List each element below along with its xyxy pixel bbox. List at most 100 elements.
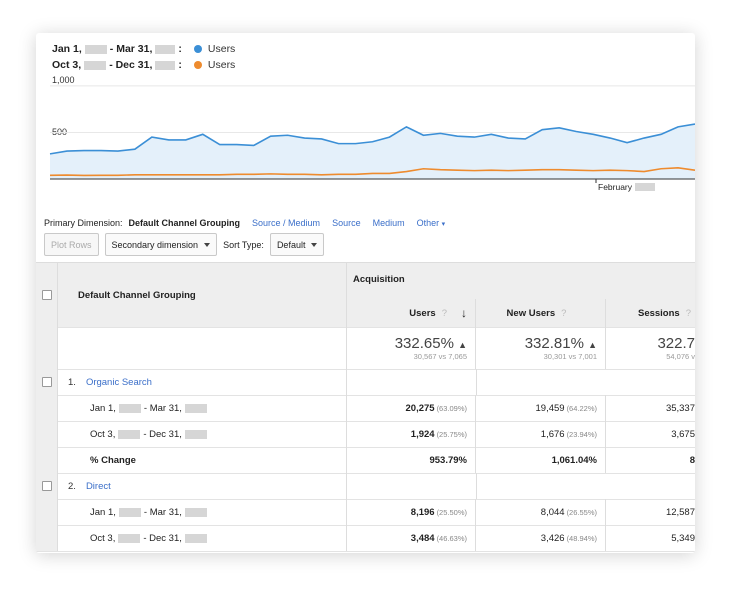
total-sessions: 322.7 54,076 v — [606, 327, 695, 369]
chevron-down-icon: ▾ — [441, 221, 446, 228]
dimension-column-header[interactable]: Default Channel Grouping — [58, 263, 347, 327]
primary-dimension-bar: Primary Dimension: Default Channel Group… — [44, 218, 457, 228]
row-index: 1. — [68, 376, 76, 388]
x-tick-label: February — [598, 182, 633, 192]
cell-percent: (63.09%) — [436, 403, 467, 413]
change-sessions: 8 — [689, 454, 695, 466]
total-sub: 54,076 v — [666, 352, 695, 361]
change-row: % Change 953.79% 1,061.04% 8 — [36, 447, 695, 474]
row-checkbox[interactable] — [41, 377, 52, 387]
group-spacer — [476, 369, 477, 395]
cell-percent: (48.94%) — [566, 533, 597, 543]
redacted-year — [184, 403, 207, 413]
channel-link-organic-search[interactable]: Organic Search — [85, 376, 152, 388]
cell-new-users: 8,044 (26.55%) — [476, 499, 606, 525]
table-row: Jan 1, - Mar 31, 8,196 (25.50%) 8,044 (26.5… — [36, 499, 695, 526]
column-header-new-users[interactable]: New Users? — [476, 299, 606, 327]
redacted-year — [184, 429, 207, 439]
totals-row: 332.65% ▲ 30,567 vs 7,065 332.81% ▲ 30,3… — [36, 327, 695, 370]
chart-legend: Jan 1, - Mar 31,: Users Oct 3, - Dec 31,: … — [52, 41, 235, 73]
redacted-year — [118, 533, 141, 543]
sort-type-dropdown[interactable]: Default — [269, 233, 325, 256]
help-icon[interactable]: ? — [561, 307, 567, 319]
series-dot-blue — [193, 45, 202, 53]
y-tick-label: 1,000 — [52, 75, 75, 85]
column-header-sessions[interactable]: Sessions? — [606, 299, 695, 327]
column-header-users[interactable]: Users? ↓ — [347, 299, 476, 327]
analytics-report-card: Jan 1, - Mar 31,: Users Oct 3, - Dec 31,: … — [36, 33, 695, 553]
redacted-year — [635, 183, 656, 191]
row-check-cell — [36, 525, 58, 551]
legend-to: - Dec 31, — [109, 59, 153, 71]
cell-new-users: 3,426 (48.94%) — [476, 525, 606, 551]
cell-users: 8,196 (25.50%) — [347, 499, 476, 525]
total-value: 332.65% — [394, 335, 454, 352]
date-range-label: Oct 3, - Dec 31, — [58, 421, 347, 447]
series-area — [50, 124, 695, 179]
range-from: Jan 1, — [90, 506, 116, 518]
cell-percent: (23.94%) — [566, 429, 597, 439]
row-checkbox[interactable] — [41, 481, 52, 491]
group-label-cell: 2. Direct — [58, 473, 347, 499]
series-line-1 — [49, 167, 695, 177]
primary-dimension-label: Primary Dimension: — [44, 218, 123, 228]
series-dot-orange — [193, 61, 202, 69]
cell-sessions: 3,675 — [671, 428, 695, 440]
date-range-label: Jan 1, - Mar 31, — [58, 499, 347, 525]
dimension-default-channel-grouping[interactable]: Default Channel Grouping — [128, 218, 241, 228]
group-row-direct[interactable]: 2. Direct — [36, 473, 695, 500]
range-from: Oct 3, — [90, 532, 116, 544]
legend-colon: : — [178, 43, 182, 55]
table-toolbar: Plot Rows Secondary dimension Sort Type:… — [44, 233, 325, 256]
sort-desc-arrow-icon: ↓ — [461, 306, 467, 320]
dimension-medium[interactable]: Medium — [372, 218, 405, 228]
plot-rows-button[interactable]: Plot Rows — [44, 233, 99, 256]
group-spacer — [476, 473, 477, 499]
date-range-label: Jan 1, - Mar 31, — [58, 395, 347, 421]
channel-link-direct[interactable]: Direct — [85, 480, 111, 492]
total-sub: 30,301 vs 7,001 — [543, 352, 597, 361]
cell-users: 20,275 (63.09%) — [347, 395, 476, 421]
cell-percent: (64.22%) — [566, 403, 597, 413]
cell-percent: (26.55%) — [566, 507, 597, 517]
acquisition-label: Acquisition — [353, 274, 405, 285]
group-row-organic-search[interactable]: 1. Organic Search — [36, 369, 695, 396]
select-all-checkbox[interactable] — [41, 290, 52, 300]
cell-value: 8,044 — [540, 506, 565, 518]
row-check-cell — [36, 447, 58, 473]
legend-from: Oct 3, — [52, 59, 82, 71]
table-row: Oct 3, - Dec 31, 1,924 (25.75%) 1,676 (23.9… — [36, 421, 695, 448]
totals-check-cell — [36, 327, 58, 369]
cell-sessions: 5,349 — [671, 532, 695, 544]
dimension-other-label: Other — [416, 218, 440, 228]
total-new-users: 332.81% ▲ 30,301 vs 7,001 — [476, 327, 606, 369]
range-from: Jan 1, — [90, 402, 116, 414]
cell-users: 3,484 (46.63%) — [347, 525, 476, 551]
row-check-cell — [36, 395, 58, 421]
line-chart[interactable]: 1,000 500 February — [36, 73, 695, 233]
redacted-year — [118, 403, 141, 413]
cell-value: 1,676 — [540, 428, 565, 440]
dimension-other[interactable]: Other ▾ — [417, 218, 446, 228]
new-users-header-label: New Users — [506, 307, 556, 319]
total-users: 332.65% ▲ 30,567 vs 7,065 — [347, 327, 476, 369]
redacted-year — [184, 507, 207, 517]
secondary-dimension-dropdown[interactable]: Secondary dimension — [104, 233, 218, 256]
table-row: Jan 1, - Mar 31, 20,275 (63.09%) 19,459 (64… — [36, 395, 695, 422]
range-to: - Mar 31, — [143, 402, 182, 414]
dimension-source[interactable]: Source — [332, 218, 361, 228]
secondary-dimension-label: Secondary dimension — [111, 239, 199, 250]
table-row: Oct 3, - Dec 31, 3,484 (46.63%) 3,426 (48.9… — [36, 525, 695, 552]
cell-new-users: 1,676 (23.94%) — [476, 421, 606, 447]
legend-row-previous: Oct 3, - Dec 31,: Users — [52, 57, 235, 73]
help-icon[interactable]: ? — [441, 307, 447, 319]
series-line-0 — [49, 123, 695, 155]
total-value: 322.7 — [657, 335, 695, 352]
up-arrow-icon: ▲ — [588, 340, 597, 350]
help-icon[interactable]: ? — [685, 307, 691, 319]
dimension-source-medium[interactable]: Source / Medium — [252, 218, 321, 228]
redacted-year — [155, 44, 176, 54]
row-check-cell — [36, 473, 58, 499]
cell-percent: (25.75%) — [436, 429, 467, 439]
row-check-cell — [36, 369, 58, 395]
